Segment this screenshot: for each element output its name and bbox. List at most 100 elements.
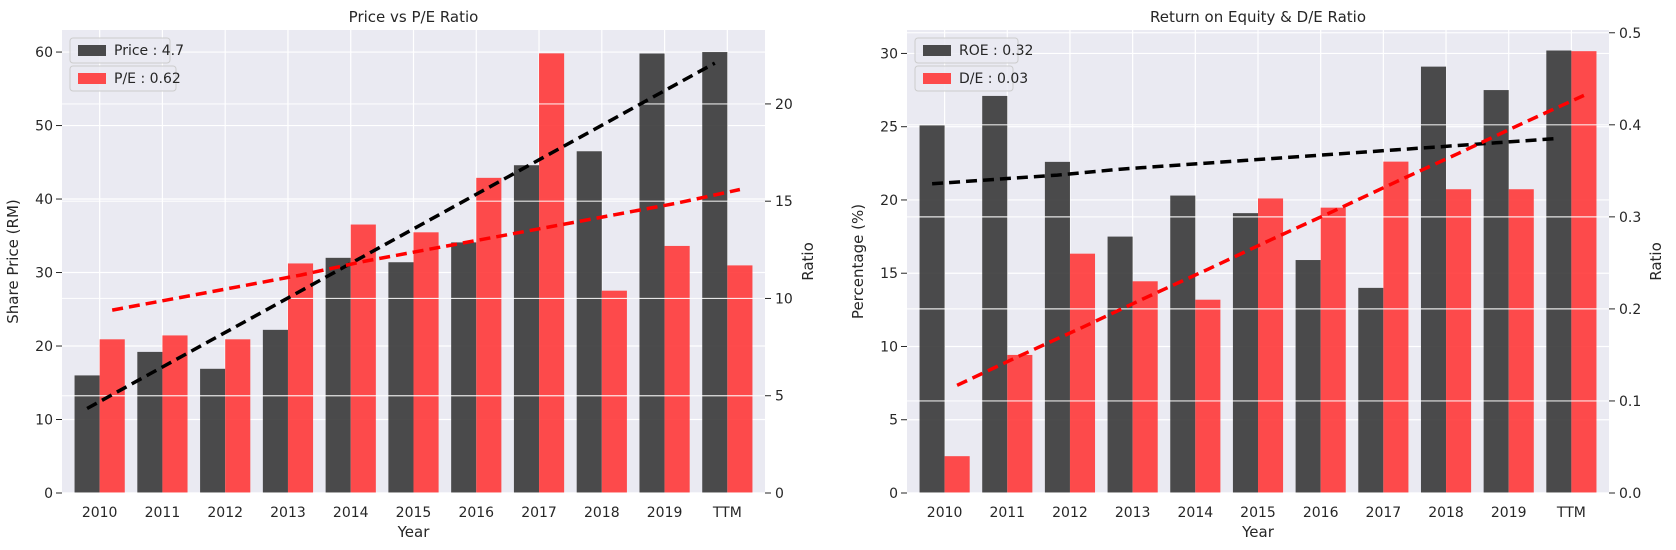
legend-swatch: [78, 73, 106, 84]
y-right-tick-label: 0.2: [1619, 302, 1641, 318]
x-tick-label: 2011: [145, 505, 181, 521]
y-tick-label: 20: [880, 193, 898, 209]
legend-label: ROE : 0.32: [959, 43, 1033, 59]
y-tick-label: 15: [880, 266, 898, 282]
trend-line-series1: [86, 61, 716, 411]
y-right-tick-label: 0: [775, 486, 784, 502]
y-tick-label: 20: [35, 339, 53, 355]
bar-series1: [1483, 90, 1509, 493]
bar-series2: [99, 339, 125, 493]
legend-swatch: [78, 45, 106, 56]
bar-series1: [1170, 195, 1196, 493]
bar-series1: [513, 165, 540, 493]
bar-series2: [350, 224, 376, 493]
bar-series2: [1132, 281, 1158, 493]
trend-line-series2: [111, 187, 741, 312]
bar-series1: [1107, 236, 1133, 493]
legend-label: D/E : 0.03: [959, 71, 1028, 87]
bar-series1: [451, 242, 477, 493]
x-axis-label: Year: [397, 523, 431, 541]
x-axis-label: Year: [1241, 523, 1275, 541]
x-tick-label: 2014: [1178, 505, 1214, 521]
legend-box: [914, 65, 1014, 92]
y-tick-label: 10: [35, 413, 53, 429]
legend-swatch: [923, 73, 951, 84]
bar-series2: [664, 245, 690, 493]
x-tick-label: 2017: [1366, 505, 1402, 521]
bar-series1: [1295, 260, 1321, 493]
y-right-tick-label: 15: [775, 194, 793, 210]
bar-series2: [539, 53, 565, 493]
y-right-tick-label: 0.3: [1619, 210, 1641, 226]
roe-de-chart: 0 5 10 15 20 25 30 0.0 0.1 0.2 0.3 0.4 0.5 2010 2011 20…: [849, 8, 1665, 541]
x-tick-label: 2011: [989, 505, 1025, 521]
bar-series1: [1546, 50, 1572, 493]
bar-series2: [287, 263, 314, 493]
y-right-tick-label: 0.1: [1619, 394, 1641, 410]
x-tick-label: 2012: [207, 505, 243, 521]
x-tick-label: 2018: [1428, 505, 1464, 521]
bar-series1: [982, 95, 1008, 494]
bar-series2: [727, 265, 753, 493]
x-tick-label: 2019: [1491, 505, 1527, 521]
x-tick-label: 2018: [584, 505, 620, 521]
bar-series2: [162, 335, 188, 493]
bar-series1: [200, 368, 226, 493]
bar-series2: [1007, 354, 1033, 493]
y-tick-label: 40: [35, 192, 53, 208]
x-tick-label: 2017: [521, 505, 557, 521]
x-tick-label: TTM: [1556, 505, 1586, 521]
trend-line-series2: [956, 93, 1585, 387]
y-tick-label: 0: [44, 486, 53, 502]
bar-series1: [262, 329, 288, 493]
bar-series1: [1232, 213, 1258, 493]
y-right-tick-label: 20: [775, 97, 793, 113]
y-axis-label: Share Price (RM): [4, 199, 22, 323]
y-tick-label: 50: [35, 119, 53, 135]
legend-swatch: [923, 45, 951, 56]
x-tick-label: 2010: [82, 505, 118, 521]
bar-series1: [325, 257, 351, 493]
bar-series2: [1508, 189, 1534, 493]
x-tick-label: TTM: [712, 505, 742, 521]
bar-series2: [944, 456, 970, 493]
y-tick-label: 5: [889, 413, 898, 429]
bar-series2: [1571, 51, 1597, 494]
y-right-tick-label: 0.4: [1619, 118, 1641, 134]
x-tick-label: 2013: [270, 505, 306, 521]
y-right-axis-label: Ratio: [1647, 242, 1665, 281]
legend-label: Price : 4.7: [114, 43, 184, 59]
x-tick-label: 2019: [647, 505, 683, 521]
x-tick-label: 2014: [333, 505, 369, 521]
y-tick-label: 0: [889, 486, 898, 502]
x-tick-label: 2016: [458, 505, 494, 521]
bar-series1: [639, 53, 665, 494]
bar-series2: [413, 232, 439, 493]
y-tick-label: 30: [35, 266, 53, 282]
x-tick-label: 2012: [1052, 505, 1088, 521]
legend-label: P/E : 0.62: [114, 71, 181, 87]
chart-title: Return on Equity & D/E Ratio: [1150, 8, 1366, 26]
price-pe-chart: 0 10 20 30 40 50 60 0 5 10 15 20 2010 2011 2012 2013 201…: [4, 8, 817, 541]
y-axis-label: Percentage (%): [849, 204, 867, 319]
bar-series1: [388, 262, 414, 493]
bar-series2: [1258, 198, 1284, 493]
x-tick-label: 2015: [396, 505, 432, 521]
bar-series2: [476, 177, 502, 493]
y-right-tick-label: 10: [775, 291, 793, 307]
x-tick-label: 2010: [927, 505, 963, 521]
bar-series1: [1420, 66, 1447, 493]
bar-series1: [1044, 161, 1070, 493]
y-tick-label: 30: [880, 46, 898, 62]
legend-box: [69, 65, 177, 92]
legend-box: [69, 37, 171, 64]
bar-series2: [1069, 253, 1096, 493]
x-tick-label: 2015: [1240, 505, 1276, 521]
bar-series2: [225, 339, 251, 493]
x-tick-label: 2013: [1115, 505, 1151, 521]
bar-series2: [1446, 189, 1472, 493]
bar-series2: [1320, 207, 1346, 493]
bar-series1: [74, 375, 100, 493]
y-right-tick-label: 0.0: [1619, 486, 1641, 502]
